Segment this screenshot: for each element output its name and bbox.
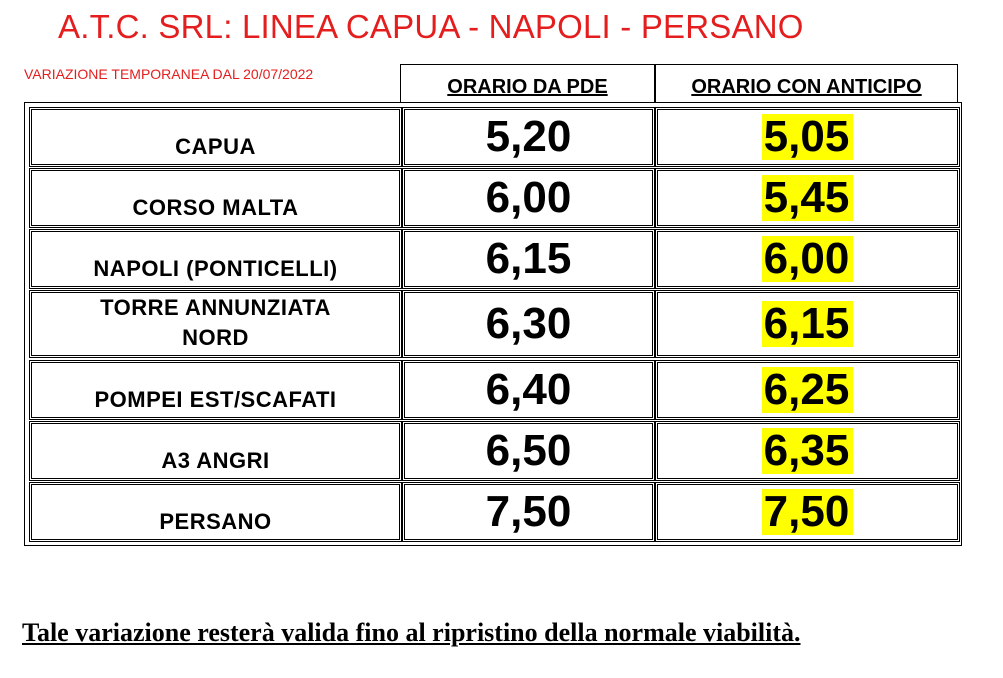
stop-name: PERSANO xyxy=(29,482,402,542)
validity-subtitle: VARIAZIONE TEMPORANEA DAL 20/07/2022 xyxy=(24,66,314,82)
anticipo-time: 6,15 xyxy=(761,301,854,347)
pde-time: 6,30 xyxy=(402,290,655,358)
anticipo-cell: 6,00 xyxy=(655,229,960,289)
column-header-anticipo: ORARIO CON ANTICIPO xyxy=(655,64,958,102)
column-header-pde: ORARIO DA PDE xyxy=(400,64,655,102)
anticipo-time: 6,35 xyxy=(761,428,854,474)
stop-name: POMPEI EST/SCAFATI xyxy=(29,360,402,420)
pde-time: 6,40 xyxy=(402,360,655,420)
anticipo-cell: 7,50 xyxy=(655,482,960,542)
stop-name: NAPOLI (PONTICELLI) xyxy=(29,229,402,289)
anticipo-cell: 6,35 xyxy=(655,421,960,481)
stop-name: CAPUA xyxy=(29,107,402,167)
anticipo-cell: 5,45 xyxy=(655,168,960,228)
pde-time: 6,50 xyxy=(402,421,655,481)
stop-name: TORRE ANNUNZIATA NORD xyxy=(29,290,402,358)
anticipo-cell: 6,25 xyxy=(655,360,960,420)
anticipo-time: 6,00 xyxy=(761,236,854,282)
timetable: CAPUA 5,20 5,05 CORSO MALTA 6,00 5,45 NA… xyxy=(24,102,962,546)
pde-time: 6,15 xyxy=(402,229,655,289)
pde-time: 5,20 xyxy=(402,107,655,167)
page-title: A.T.C. SRL: LINEA CAPUA - NAPOLI - PERSA… xyxy=(58,8,804,45)
anticipo-time: 7,50 xyxy=(761,489,854,535)
anticipo-time: 6,25 xyxy=(761,367,854,413)
pde-time: 7,50 xyxy=(402,482,655,542)
anticipo-cell: 5,05 xyxy=(655,107,960,167)
anticipo-time: 5,05 xyxy=(761,114,854,160)
anticipo-cell: 6,15 xyxy=(655,290,960,358)
pde-time: 6,00 xyxy=(402,168,655,228)
footer-note: Tale variazione resterà valida fino al r… xyxy=(22,618,801,647)
stop-name: CORSO MALTA xyxy=(29,168,402,228)
anticipo-time: 5,45 xyxy=(761,175,854,221)
stop-name: A3 ANGRI xyxy=(29,421,402,481)
